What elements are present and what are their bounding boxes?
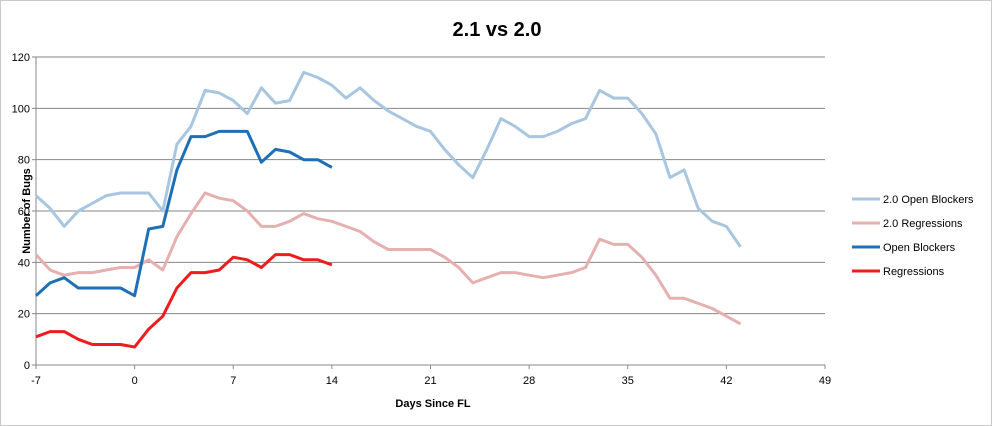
x-axis-label: Days Since FL [395,398,470,410]
legend: 2.0 Open Blockers 2.0 Regressions Open Blo… [852,194,974,278]
axes [32,56,826,369]
series-lines [34,70,742,349]
series-line-2-0-open-blockers [34,70,742,248]
x-tick-label: -7 [31,375,41,387]
x-tick-label: 7 [230,375,236,387]
series-line-open-blockers [34,129,333,298]
y-tick-label: 80 [18,155,30,167]
chart-title: 2.1 vs 2.0 [453,19,542,41]
y-tick-label: 60 [18,206,30,218]
y-tick-label: 100 [12,103,30,115]
gridlines [36,56,825,315]
y-tick-label: 40 [18,257,30,269]
legend-label-open-blockers: Open Blockers [883,242,956,254]
y-tick-label: 0 [24,360,30,372]
y-tick-label: 20 [18,309,30,321]
legend-label-2-0-open-blockers: 2.0 Open Blockers [883,194,974,206]
legend-label-regressions: Regressions [883,266,945,278]
x-tick-label: 0 [132,375,138,387]
x-tick-label: 14 [326,375,338,387]
x-tick-label: 21 [424,375,436,387]
legend-label-2-0-regressions: 2.0 Regressions [883,218,963,230]
y-axis-label: Number of Bugs [21,168,33,254]
series-line-2-0-regressions [34,191,742,326]
series-line-regressions [35,253,333,349]
y-tick-label: 120 [12,52,30,64]
x-tick-label: 35 [622,375,634,387]
x-tick-label: 49 [819,375,831,387]
x-tick-label: 42 [720,375,732,387]
x-tick-label: 28 [523,375,535,387]
